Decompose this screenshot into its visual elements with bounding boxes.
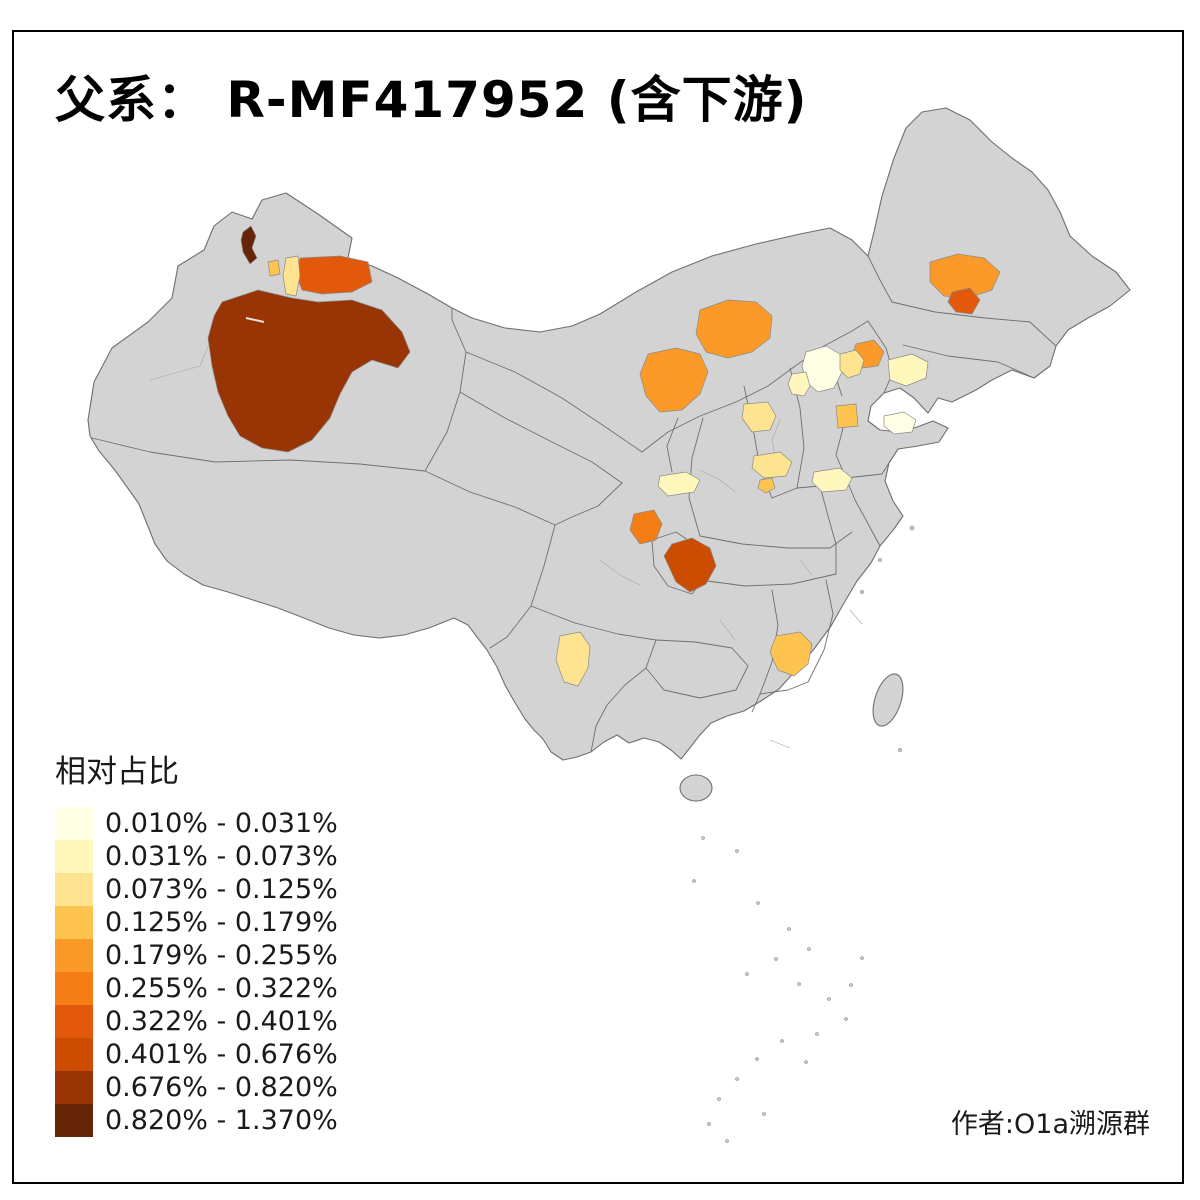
legend-swatch [55,1038,93,1071]
legend-swatch [55,906,93,939]
legend-label: 0.820% - 1.370% [105,1105,338,1136]
legend-item: 0.179% - 0.255% [55,939,338,972]
highlighted-regions [207,225,1001,687]
coastal-islet [898,748,902,752]
legend-label: 0.031% - 0.073% [105,841,338,872]
legend-label: 0.401% - 0.676% [105,1039,338,1070]
hainan-island [679,774,713,802]
legend-label: 0.125% - 0.179% [105,907,338,938]
taiwan-island [872,673,904,727]
legend-swatch [55,972,93,1005]
legend-label: 0.179% - 0.255% [105,940,338,971]
legend-swatch [55,939,93,972]
legend-item: 0.010% - 0.031% [55,807,338,840]
region-henan-east [811,467,853,493]
region-hebei-small [787,371,811,397]
region-beijing-area [801,345,843,393]
legend-swatch [55,1005,93,1038]
region-shanxi-central [741,401,777,433]
region-xinjiang-pale-sliver [282,255,301,297]
legend-title: 相对占比 [55,754,179,790]
region-tianjin-area [835,403,859,429]
coastal-islet [860,590,864,594]
legend-swatch [55,873,93,906]
region-northeast-jilin [929,253,1001,299]
islands [679,525,915,802]
legend-item: 0.820% - 1.370% [55,1104,338,1137]
region-xinjiang-small-patch [267,259,281,277]
region-yunnan-central [555,631,591,687]
legend-swatch [55,1071,93,1104]
lake-mark [245,317,265,323]
coastal-islet [878,558,882,562]
region-shandong-north-coast [883,411,917,435]
legend-item: 0.125% - 0.179% [55,906,338,939]
south-china-sea-islands [692,836,864,1143]
legend-item: 0.031% - 0.073% [55,840,338,873]
region-beijing-east [839,349,865,379]
region-henan-dot [757,477,776,494]
legend-swatch [55,1104,93,1137]
legend-swatch [55,840,93,873]
region-sichuan-east [629,509,663,545]
legend-label: 0.010% - 0.031% [105,808,338,839]
legend-item: 0.322% - 0.401% [55,1005,338,1038]
legend: 相对占比 0.010% - 0.031% 0.031% - 0.073% 0.0… [55,746,338,1137]
legend-item: 0.073% - 0.125% [55,873,338,906]
region-northeast-jilin-small [947,287,981,315]
region-chongqing [663,537,717,593]
legend-label: 0.676% - 0.820% [105,1072,338,1103]
legend-label: 0.073% - 0.125% [105,874,338,905]
legend-item: 0.676% - 0.820% [55,1071,338,1104]
coastal-islet [909,525,915,531]
legend-label: 0.322% - 0.401% [105,1006,338,1037]
region-inner-mongolia-lower [639,347,709,413]
region-gansu-south [657,471,701,497]
region-inner-mongolia-upper [695,299,773,359]
legend-label: 0.255% - 0.322% [105,973,338,1004]
region-henan-west [751,451,793,479]
legend-swatch [55,807,93,840]
region-liaoning-coast [887,353,929,387]
region-guizhou [769,631,813,677]
legend-rows: 0.010% - 0.031% 0.031% - 0.073% 0.073% -… [55,807,338,1137]
region-xinjiang-main [207,289,411,453]
legend-item: 0.401% - 0.676% [55,1038,338,1071]
region-xinjiang-north-sliver [240,225,258,265]
map-title: 父系： R-MF417952 (含下游) [55,71,808,129]
author-credit: 作者:O1a溯源群 [950,1109,1150,1140]
legend-item: 0.255% - 0.322% [55,972,338,1005]
